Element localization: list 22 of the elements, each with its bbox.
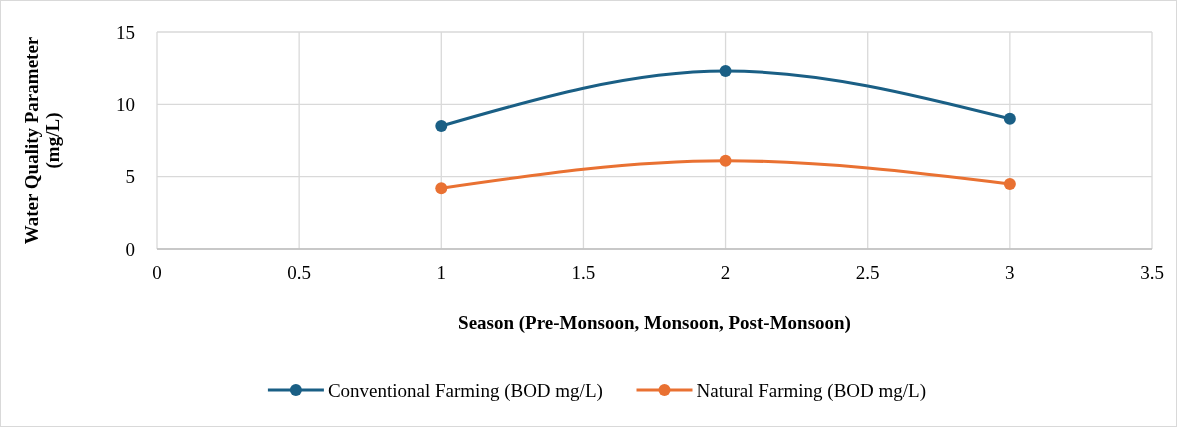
- point: [719, 65, 732, 78]
- point: [719, 154, 732, 167]
- x-tick-label: 1: [436, 262, 447, 283]
- y-tick-label: 15: [116, 21, 135, 43]
- point: [435, 182, 448, 195]
- x-tick-label: 2.5: [855, 262, 880, 283]
- point: [1003, 177, 1016, 190]
- y-axis-title: Water Quality Parameter (mg/L): [20, 36, 65, 245]
- x-axis-title: Season (Pre-Monsoon, Monsoon, Post-Monsoon): [458, 312, 851, 334]
- legend-label: Natural Farming (BOD mg/L): [696, 379, 927, 402]
- y-tick-label: 5: [125, 166, 135, 188]
- x-tick-label: 2: [720, 262, 731, 283]
- legend-label: Conventional Farming (BOD mg/L): [327, 379, 603, 402]
- point: [1003, 112, 1016, 125]
- y-tick-label: 0: [125, 238, 135, 260]
- point: [435, 120, 448, 133]
- x-tick-label: 3: [1005, 262, 1015, 283]
- x-tick-label: 0.5: [287, 262, 312, 283]
- x-tick-label: 0: [152, 262, 162, 283]
- y-tick-label: 10: [116, 93, 135, 115]
- x-tick-label: 3.5: [1140, 262, 1164, 283]
- x-tick-label: 1.5: [571, 262, 596, 283]
